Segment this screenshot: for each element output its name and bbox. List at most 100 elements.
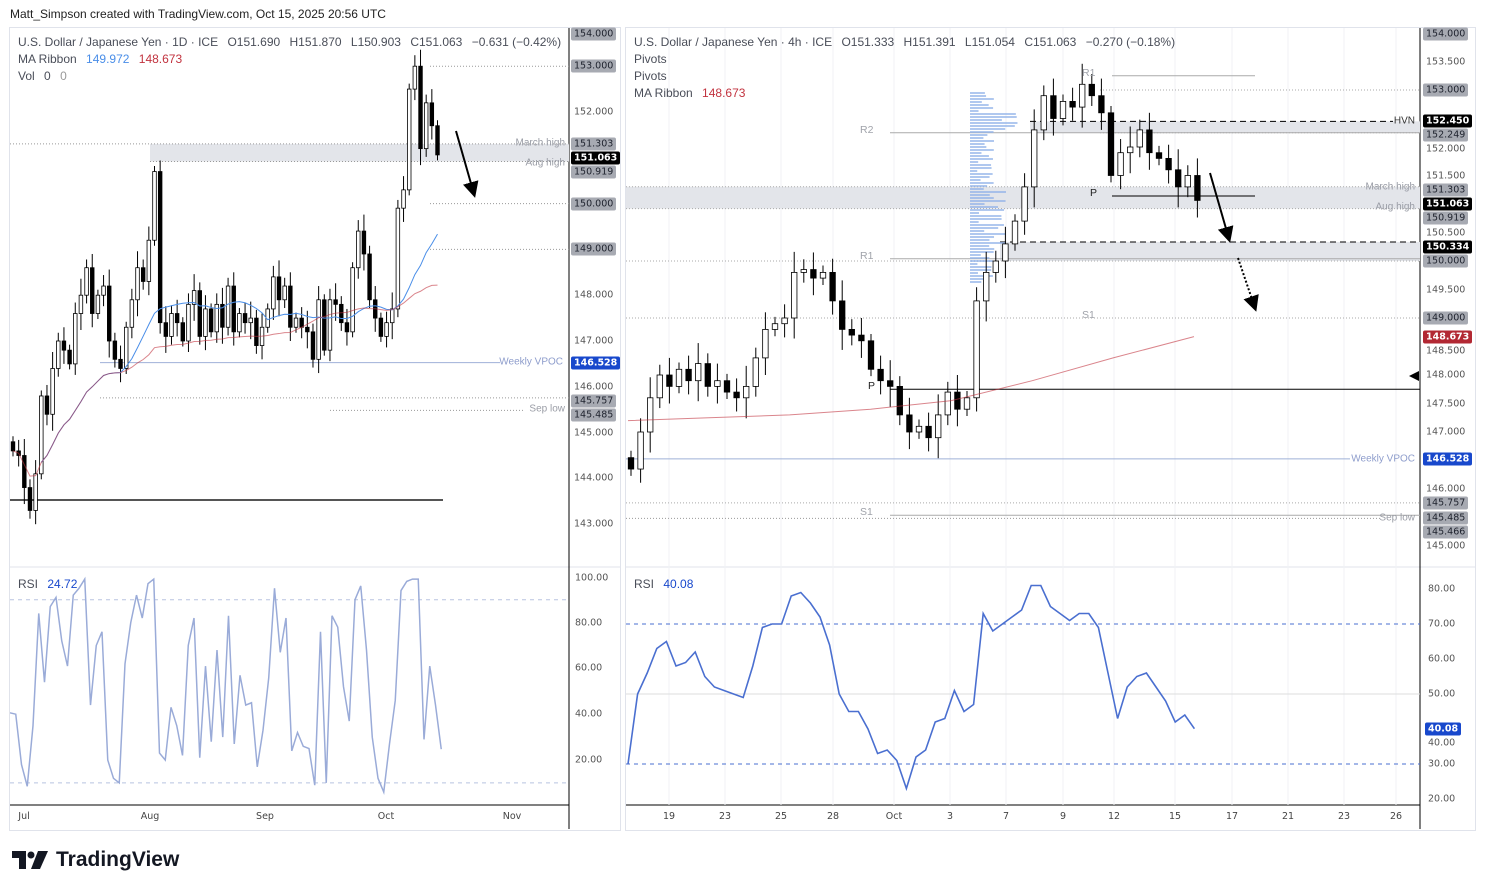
candle	[1184, 175, 1191, 188]
candle	[356, 230, 361, 269]
candle	[129, 299, 135, 328]
price-axis-label: 152.000	[574, 106, 614, 118]
x-tick: Jul	[18, 811, 30, 822]
candle	[858, 334, 865, 342]
price-axis-label: 144.000	[574, 472, 614, 484]
volume-profile-bar	[970, 146, 987, 148]
price-axis-label: 152.450	[1423, 114, 1473, 128]
x-tick: Oct	[885, 811, 903, 822]
candle	[973, 300, 980, 399]
4h-low: L151.054	[964, 35, 1015, 49]
candle	[271, 276, 276, 310]
candle	[61, 340, 67, 351]
candle	[112, 340, 118, 360]
volume-profile-bar	[970, 251, 994, 253]
price-axis-label: 151.063	[1423, 197, 1473, 210]
candle	[743, 385, 750, 399]
volume-profile-bar	[970, 95, 987, 97]
daily-chart-panel[interactable]	[9, 27, 621, 831]
volume-profile-bar	[970, 185, 988, 187]
level-label: March high	[515, 137, 565, 149]
candle	[124, 326, 129, 369]
x-tick: Oct	[377, 811, 395, 822]
candle	[819, 271, 827, 279]
candle	[887, 380, 894, 387]
pivots-indicator-2[interactable]: Pivots	[634, 69, 667, 83]
rsi-line	[627, 584, 1196, 792]
candle	[752, 357, 759, 387]
candle	[733, 391, 740, 399]
pivot-label: R1	[860, 249, 874, 262]
candle	[935, 414, 942, 439]
pivots-indicator-1[interactable]: Pivots	[634, 52, 667, 66]
credit-line: Matt_Simpson created with TradingView.co…	[10, 7, 386, 21]
volume-profile-bar	[970, 218, 1002, 220]
pivot-label: R2	[860, 123, 874, 136]
4h-change: −0.270 (−0.18%)	[1085, 35, 1176, 49]
rsi-y-tick: 100.00	[575, 572, 609, 584]
daily-rsi-legend[interactable]: RSI 24.72	[18, 576, 83, 593]
x-tick: 26	[1389, 811, 1403, 822]
candle	[896, 385, 903, 416]
candle	[248, 317, 253, 324]
arrow-down-icon	[455, 130, 479, 198]
daily-close: C151.063	[410, 35, 463, 49]
4h-ma-row[interactable]: MA Ribbon 148.673	[634, 85, 1181, 102]
tradingview-logo[interactable]: TradingView	[12, 848, 179, 872]
price-axis-label: 152.249	[1423, 128, 1469, 142]
candle	[237, 313, 242, 333]
volume-profile-bar	[970, 191, 1006, 193]
daily-ma-row[interactable]: MA Ribbon 149.972 148.673	[18, 51, 567, 68]
candle	[378, 317, 384, 337]
volume-profile-bar	[970, 164, 992, 166]
candle	[186, 303, 191, 342]
volume-profile-bar	[970, 155, 989, 157]
candle	[293, 317, 299, 328]
x-tick: 25	[774, 811, 788, 822]
level-label: Aug high	[525, 157, 565, 168]
4h-title: U.S. Dollar / Japanese Yen · 4h · ICE	[634, 35, 833, 49]
ma-ribbon-label: MA Ribbon	[634, 86, 693, 100]
volume-profile-bar	[970, 278, 990, 280]
pivot-label: P	[1090, 187, 1098, 200]
rsi-label: RSI	[18, 577, 39, 591]
candle	[1107, 112, 1115, 176]
daily-vol-row[interactable]: Vol 0 0	[18, 68, 567, 85]
candle	[685, 368, 692, 382]
4h-chart-panel[interactable]	[625, 27, 1476, 831]
candle	[1155, 152, 1163, 159]
volume-profile-bar	[970, 176, 990, 178]
candle	[231, 285, 236, 333]
price-axis-label: 146.528	[1423, 452, 1473, 466]
arrow-down-dotted-icon	[1237, 257, 1259, 312]
4h-symbol-row[interactable]: U.S. Dollar / Japanese Yen · 4h · ICE O1…	[634, 34, 1181, 51]
candle	[1050, 95, 1057, 119]
candle	[220, 303, 225, 328]
rsi-line	[9, 576, 442, 795]
candle	[1098, 95, 1105, 114]
arrow-left-icon	[1409, 371, 1419, 381]
x-tick: 21	[1281, 811, 1295, 822]
daily-symbol-row[interactable]: U.S. Dollar / Japanese Yen · 1D · ICE O1…	[18, 34, 567, 51]
candle	[1011, 220, 1019, 245]
candle	[848, 328, 855, 336]
volume-profile-bar	[970, 269, 992, 271]
candle	[84, 267, 89, 296]
candle	[944, 391, 951, 416]
volume-profile-bar	[970, 233, 1006, 235]
candle	[435, 125, 440, 156]
rsi-value-label: 40.08	[1425, 722, 1462, 736]
volume-profile-bar	[970, 140, 994, 142]
price-axis-label: 147.000	[1426, 426, 1466, 438]
4h-rsi-legend[interactable]: RSI 40.08	[634, 576, 699, 593]
candle	[118, 358, 123, 369]
candle	[1021, 186, 1028, 222]
daily-legend: U.S. Dollar / Japanese Yen · 1D · ICE O1…	[18, 34, 567, 85]
daily-title: U.S. Dollar / Japanese Yen · 1D · ICE	[18, 35, 219, 49]
candle	[1136, 129, 1143, 148]
price-axis-label: 152.000	[1426, 143, 1466, 155]
candle	[412, 65, 418, 90]
4h-close: C151.063	[1024, 35, 1077, 49]
candle	[157, 171, 163, 324]
